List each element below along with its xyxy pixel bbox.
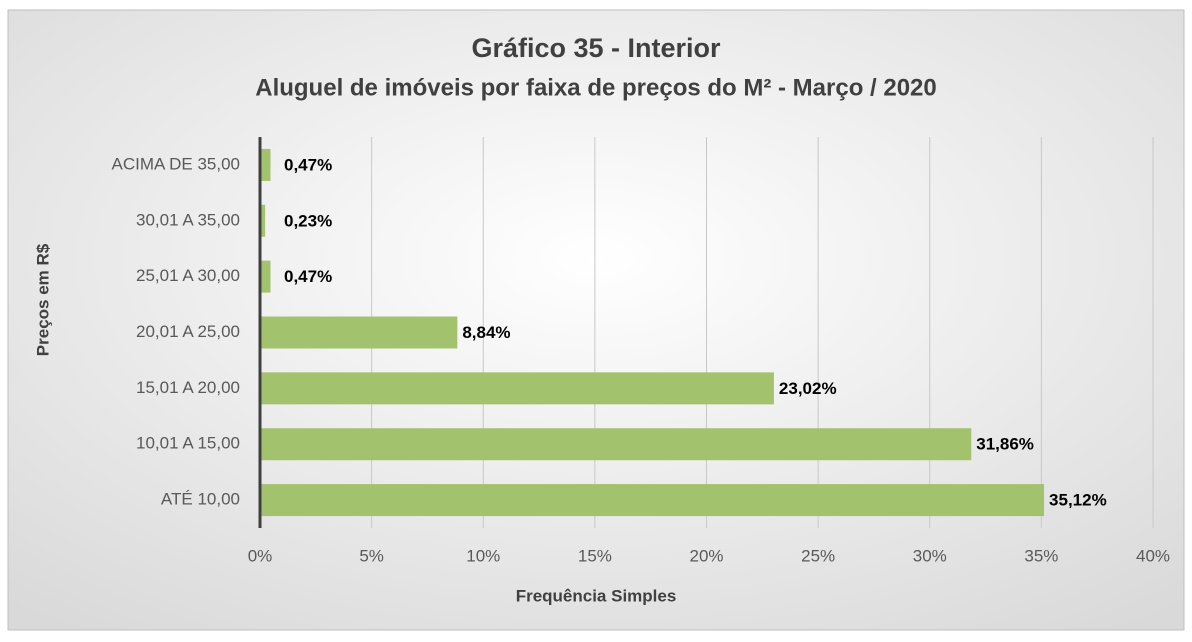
data-label: 0,23%: [284, 211, 332, 230]
data-label: 23,02%: [779, 379, 837, 398]
x-axis-label: Frequência Simples: [516, 586, 677, 605]
x-tick-label: 0%: [248, 546, 273, 565]
data-label: 31,86%: [976, 435, 1034, 454]
y-tick-label: 15,01 A 20,00: [136, 378, 240, 397]
bar: [260, 148, 271, 181]
chart-subtitle: Aluguel de imóveis por faixa de preços d…: [255, 74, 937, 101]
bar: [260, 204, 266, 237]
y-axis-label: Preços em R$: [33, 243, 52, 356]
x-tick-label: 25%: [801, 546, 835, 565]
bar: [260, 484, 1045, 517]
chart-title: Gráfico 35 - Interior: [471, 33, 721, 63]
y-tick-label: ACIMA DE 35,00: [111, 154, 240, 173]
bar: [260, 260, 271, 293]
chart-background: [7, 9, 1185, 631]
bar: [260, 372, 774, 405]
x-tick-label: 30%: [913, 546, 947, 565]
x-tick-label: 5%: [359, 546, 384, 565]
y-tick-label: 25,01 A 30,00: [136, 266, 240, 285]
x-tick-label: 10%: [466, 546, 500, 565]
y-tick-label: ATÉ 10,00: [161, 490, 240, 509]
x-tick-label: 20%: [689, 546, 723, 565]
y-tick-label: 10,01 A 15,00: [136, 434, 240, 453]
y-tick-label: 30,01 A 35,00: [136, 210, 240, 229]
x-tick-label: 15%: [578, 546, 612, 565]
x-tick-label: 40%: [1136, 546, 1170, 565]
data-label: 8,84%: [462, 323, 510, 342]
data-label: 0,47%: [284, 267, 332, 286]
data-label: 35,12%: [1049, 491, 1107, 510]
data-label: 0,47%: [284, 155, 332, 174]
x-tick-label: 35%: [1024, 546, 1058, 565]
bar: [260, 316, 458, 349]
y-tick-label: 20,01 A 25,00: [136, 322, 240, 341]
bar: [260, 428, 972, 461]
